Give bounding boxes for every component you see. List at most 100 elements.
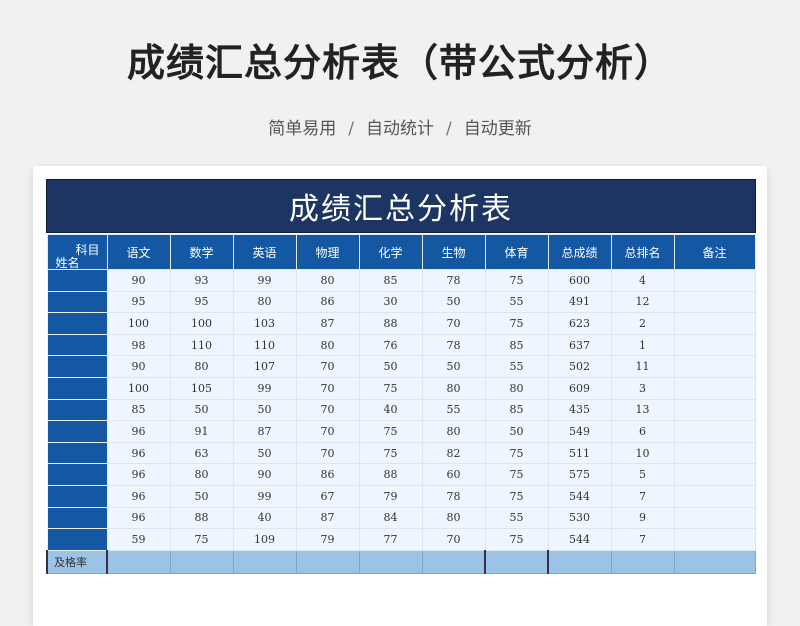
score-cell[interactable]: 85	[484, 333, 549, 357]
score-cell[interactable]: 88	[358, 463, 423, 486]
pass-rate-cell[interactable]	[547, 549, 612, 574]
score-cell[interactable]: 70	[295, 420, 360, 443]
score-cell[interactable]: 105	[169, 376, 234, 400]
score-cell[interactable]: 75	[484, 441, 549, 465]
score-cell[interactable]: 70	[295, 355, 360, 378]
score-cell[interactable]: 110	[232, 333, 297, 357]
score-cell[interactable]: 75	[484, 269, 549, 292]
score-cell[interactable]: 91	[169, 420, 234, 443]
score-cell[interactable]	[673, 441, 756, 465]
score-cell[interactable]: 40	[232, 506, 297, 530]
score-cell[interactable]: 530	[547, 506, 612, 530]
score-cell[interactable]: 80	[421, 506, 486, 530]
score-cell[interactable]: 78	[421, 484, 486, 508]
score-cell[interactable]: 549	[547, 420, 612, 443]
score-cell[interactable]: 85	[358, 269, 423, 292]
score-cell[interactable]: 623	[547, 312, 612, 335]
score-cell[interactable]: 55	[484, 290, 549, 314]
score-cell[interactable]: 7	[610, 484, 675, 508]
student-name-cell[interactable]	[46, 269, 108, 292]
score-cell[interactable]: 79	[358, 484, 423, 508]
score-cell[interactable]: 60	[421, 463, 486, 486]
score-cell[interactable]: 99	[232, 269, 297, 292]
score-cell[interactable]: 100	[106, 376, 171, 400]
score-cell[interactable]: 90	[232, 463, 297, 486]
score-cell[interactable]: 435	[547, 398, 612, 422]
score-cell[interactable]: 609	[547, 376, 612, 400]
score-cell[interactable]	[673, 312, 756, 335]
score-cell[interactable]: 55	[421, 398, 486, 422]
score-cell[interactable]: 86	[295, 463, 360, 486]
score-cell[interactable]: 50	[358, 355, 423, 378]
score-cell[interactable]: 50	[421, 355, 486, 378]
score-cell[interactable]: 87	[295, 506, 360, 530]
score-cell[interactable]: 491	[547, 290, 612, 314]
score-cell[interactable]: 55	[484, 355, 549, 378]
col-header-chinese[interactable]: 语文	[106, 234, 171, 270]
student-name-cell[interactable]	[46, 484, 108, 508]
score-cell[interactable]: 3	[610, 376, 675, 400]
col-header-physics[interactable]: 物理	[295, 234, 360, 270]
score-cell[interactable]: 70	[295, 398, 360, 422]
score-cell[interactable]: 88	[358, 312, 423, 335]
score-cell[interactable]: 70	[295, 441, 360, 465]
score-cell[interactable]: 77	[358, 528, 423, 551]
score-cell[interactable]: 87	[295, 312, 360, 335]
score-cell[interactable]: 80	[232, 290, 297, 314]
score-cell[interactable]: 59	[106, 528, 171, 551]
col-header-rank[interactable]: 总排名	[610, 234, 675, 270]
student-name-cell[interactable]	[46, 506, 108, 530]
score-cell[interactable]: 100	[169, 312, 234, 335]
score-cell[interactable]: 98	[106, 333, 171, 357]
score-cell[interactable]: 88	[169, 506, 234, 530]
pass-rate-cell[interactable]	[169, 549, 234, 574]
score-cell[interactable]: 30	[358, 290, 423, 314]
score-cell[interactable]: 75	[358, 420, 423, 443]
score-cell[interactable]: 12	[610, 290, 675, 314]
student-name-cell[interactable]	[46, 398, 108, 422]
score-cell[interactable]: 93	[169, 269, 234, 292]
score-cell[interactable]: 107	[232, 355, 297, 378]
student-name-cell[interactable]	[46, 528, 108, 551]
score-cell[interactable]	[673, 398, 756, 422]
score-cell[interactable]: 80	[169, 463, 234, 486]
score-cell[interactable]: 50	[169, 398, 234, 422]
score-cell[interactable]: 78	[421, 269, 486, 292]
col-header-pe[interactable]: 体育	[484, 234, 549, 270]
score-cell[interactable]: 70	[421, 528, 486, 551]
score-cell[interactable]: 80	[169, 355, 234, 378]
score-cell[interactable]: 99	[232, 376, 297, 400]
score-cell[interactable]: 11	[610, 355, 675, 378]
score-cell[interactable]: 10	[610, 441, 675, 465]
score-cell[interactable]: 90	[106, 269, 171, 292]
student-name-cell[interactable]	[46, 290, 108, 314]
score-cell[interactable]: 6	[610, 420, 675, 443]
score-cell[interactable]: 85	[484, 398, 549, 422]
pass-rate-cell[interactable]	[358, 549, 423, 574]
score-cell[interactable]: 50	[232, 398, 297, 422]
student-name-cell[interactable]	[46, 355, 108, 378]
score-cell[interactable]: 50	[169, 484, 234, 508]
score-cell[interactable]: 96	[106, 420, 171, 443]
score-cell[interactable]: 55	[484, 506, 549, 530]
score-cell[interactable]: 75	[484, 463, 549, 486]
score-cell[interactable]: 50	[484, 420, 549, 443]
score-cell[interactable]: 511	[547, 441, 612, 465]
score-cell[interactable]: 544	[547, 484, 612, 508]
score-cell[interactable]	[673, 333, 756, 357]
score-cell[interactable]: 544	[547, 528, 612, 551]
pass-rate-cell[interactable]	[295, 549, 360, 574]
score-cell[interactable]: 109	[232, 528, 297, 551]
score-cell[interactable]	[673, 420, 756, 443]
col-header-total[interactable]: 总成绩	[547, 234, 612, 270]
score-cell[interactable]	[673, 463, 756, 486]
student-name-cell[interactable]	[46, 376, 108, 400]
score-cell[interactable]: 96	[106, 463, 171, 486]
student-name-cell[interactable]	[46, 441, 108, 465]
score-cell[interactable]: 87	[232, 420, 297, 443]
score-cell[interactable]: 99	[232, 484, 297, 508]
score-cell[interactable]: 84	[358, 506, 423, 530]
col-header-english[interactable]: 英语	[232, 234, 297, 270]
col-header-chemistry[interactable]: 化学	[358, 234, 423, 270]
score-cell[interactable]: 80	[421, 376, 486, 400]
